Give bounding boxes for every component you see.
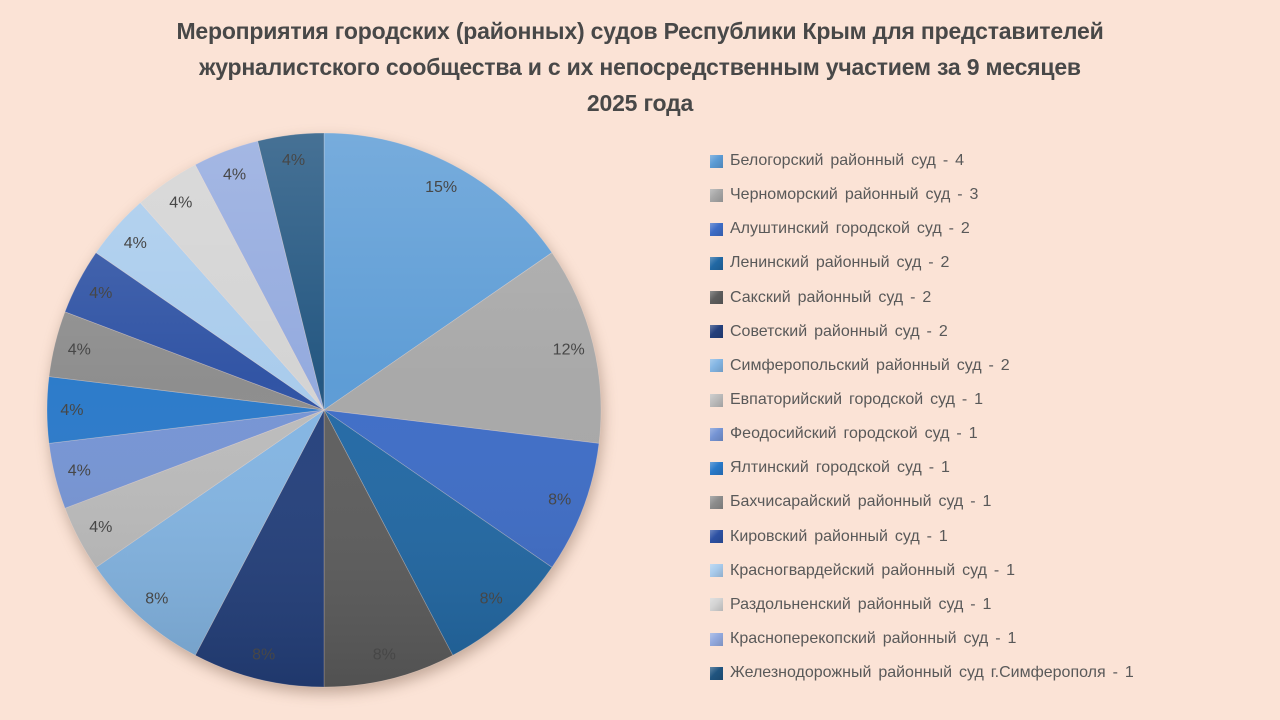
legend-label: Раздольненский районный суд - 1 xyxy=(730,595,992,613)
chart-title: Мероприятия городских (районных) судов Р… xyxy=(0,13,1280,121)
pie-gloss-overlay xyxy=(47,133,601,687)
legend-label: Красноперекопский районный суд - 1 xyxy=(730,630,1017,648)
legend-label: Евпаторийский городской суд - 1 xyxy=(730,391,984,409)
legend-label: Ленинский районный суд - 2 xyxy=(730,254,950,272)
pie-slice-label: 8% xyxy=(480,591,503,608)
legend: Белогорский районный суд - 4 Черноморский… xyxy=(710,144,1270,690)
legend-swatch xyxy=(710,188,723,202)
pie-slice-label: 4% xyxy=(68,462,91,479)
chart-title-line-3: 2025 года xyxy=(586,90,694,116)
legend-label: Ялтинский городской суд - 1 xyxy=(730,459,950,477)
legend-item: Симферопольский районный суд - 2 xyxy=(710,349,1270,383)
legend-label: Черноморский районный суд - 3 xyxy=(730,186,979,204)
pie-slice-label: 4% xyxy=(282,152,305,169)
legend-item: Раздольненский районный суд - 1 xyxy=(710,588,1270,622)
legend-item: Евпаторийский городской суд - 1 xyxy=(710,383,1270,417)
legend-item: Железнодорожный районный суд г.Симферопо… xyxy=(710,656,1270,690)
legend-swatch xyxy=(710,325,723,339)
legend-item: Феодосийский городской суд - 1 xyxy=(710,417,1270,451)
legend-item: Белогорский районный суд - 4 xyxy=(710,144,1270,178)
legend-item: Черноморский районный суд - 3 xyxy=(710,178,1270,212)
legend-item: Советский районный суд - 2 xyxy=(710,315,1270,349)
pie-slice-label: 12% xyxy=(553,342,585,359)
legend-swatch xyxy=(710,530,723,544)
legend-item: Красногвардейский районный суд - 1 xyxy=(710,554,1270,588)
legend-label: Красногвардейский районный суд - 1 xyxy=(730,561,1016,579)
legend-swatch xyxy=(710,154,723,168)
pie-slice-label: 8% xyxy=(548,491,571,508)
legend-item: Сакский районный суд - 2 xyxy=(710,281,1270,315)
pie-slice-label: 8% xyxy=(145,591,168,608)
legend-swatch xyxy=(710,427,723,441)
legend-swatch xyxy=(710,359,723,373)
legend-label: Белогорский районный суд - 4 xyxy=(730,152,964,170)
legend-item: Красноперекопский районный суд - 1 xyxy=(710,622,1270,656)
pie-body xyxy=(46,132,602,688)
legend-label: Кировский районный суд - 1 xyxy=(730,527,948,545)
legend-label: Симферопольский районный суд - 2 xyxy=(730,356,1010,374)
pie-slice-label: 8% xyxy=(373,647,396,664)
chart-title-line-2: журналистского сообщества и с их непосре… xyxy=(199,54,1081,80)
legend-item: Бахчисарайский районный суд - 1 xyxy=(710,485,1270,519)
legend-swatch xyxy=(710,632,723,646)
legend-swatch xyxy=(710,256,723,270)
legend-item: Алуштинский городской суд - 2 xyxy=(710,212,1270,246)
pie-slice-label: 4% xyxy=(68,342,91,359)
legend-swatch xyxy=(710,495,723,509)
pie-slice-label: 8% xyxy=(252,647,275,664)
legend-swatch xyxy=(710,461,723,475)
pie-slice-label: 4% xyxy=(60,402,83,419)
legend-swatch xyxy=(710,666,723,680)
legend-swatch xyxy=(710,291,723,305)
pie-slice-label: 4% xyxy=(169,195,192,212)
legend-item: Ленинский районный суд - 2 xyxy=(710,246,1270,280)
legend-label: Сакский районный суд - 2 xyxy=(730,288,932,306)
pie-slice-label: 4% xyxy=(124,235,147,252)
pie-slice-labels: 15% 12% 8% 8% 8% 8% 8% 4% 4% 4% 4% 4% 4% 4% 4% 4% xyxy=(60,152,584,664)
pie-chart: 15% 12% 8% 8% 8% 8% 8% 4% 4% 4% 4% 4% 4% 4% 4% 4% xyxy=(46,132,602,688)
pie-slice-label: 4% xyxy=(223,166,246,183)
legend-item: Ялтинский городской суд - 1 xyxy=(710,451,1270,485)
pie-slice-label: 4% xyxy=(89,285,112,302)
legend-label: Бахчисарайский районный суд - 1 xyxy=(730,493,992,511)
legend-swatch xyxy=(710,598,723,612)
legend-swatch xyxy=(710,222,723,236)
pie-slice-label: 15% xyxy=(425,179,457,196)
legend-label: Алуштинский городской суд - 2 xyxy=(730,220,970,238)
legend-item: Кировский районный суд - 1 xyxy=(710,520,1270,554)
legend-label: Железнодорожный районный суд г.Симферопо… xyxy=(730,664,1134,682)
legend-swatch xyxy=(710,564,723,578)
chart-title-line-1: Мероприятия городских (районных) судов Р… xyxy=(176,18,1104,44)
legend-swatch xyxy=(710,393,723,407)
pie-slice-label: 4% xyxy=(89,519,112,536)
legend-label: Феодосийский городской суд - 1 xyxy=(730,425,978,443)
legend-label: Советский районный суд - 2 xyxy=(730,322,948,340)
